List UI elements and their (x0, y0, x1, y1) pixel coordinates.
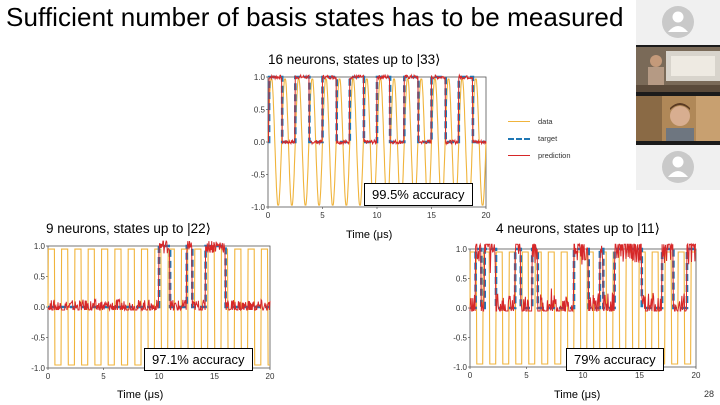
y-tick-label: 1.0 (34, 242, 46, 251)
x-tick-label: 5 (101, 372, 106, 381)
page-number: 28 (703, 389, 714, 399)
x-tick-label: 5 (524, 371, 529, 380)
chart-3-subtitle: 4 neurons, states up to |11⟩ (496, 221, 660, 236)
x-tick-label: 15 (635, 371, 644, 380)
y-tick-label: 0.5 (456, 275, 468, 284)
y-tick-label: 0.5 (34, 273, 46, 282)
legend-swatch-target (508, 137, 530, 140)
y-tick-label: -0.5 (31, 334, 45, 343)
participant-avatar-2[interactable] (636, 145, 720, 190)
chart-2-xlabel: Time (μs) (117, 389, 164, 401)
chart-2-subtitle: 9 neurons, states up to |22⟩ (46, 221, 211, 236)
legend-swatch-prediction (508, 155, 530, 156)
chart-1-xlabel: Time (μs) (346, 229, 393, 241)
participant-avatar-1[interactable] (636, 0, 720, 45)
x-tick-label: 10 (373, 211, 382, 220)
y-tick-label: 0.0 (34, 303, 46, 312)
x-tick-label: 20 (692, 371, 701, 380)
y-tick-label: 1.0 (456, 245, 468, 254)
chart-2-accuracy-box: 97.1% accuracy (144, 348, 253, 371)
participant-video-2[interactable] (636, 96, 720, 141)
chart-3-accuracy-box: 79% accuracy (566, 348, 664, 371)
legend-item-target: target (508, 130, 571, 147)
y-tick-label: -1.0 (251, 203, 265, 212)
x-tick-label: 10 (155, 372, 164, 381)
chart-3-xlabel: Time (μs) (554, 389, 601, 401)
y-tick-label: -1.0 (31, 364, 45, 373)
presenter-video-icon (636, 47, 720, 92)
series-prediction-line (469, 242, 696, 313)
legend-swatch-data (508, 121, 530, 122)
y-tick-label: -1.0 (453, 363, 467, 372)
x-tick-label: 0 (266, 211, 271, 220)
legend-label-prediction: prediction (538, 151, 571, 160)
y-tick-label: 0.5 (254, 106, 266, 115)
chart-1-accuracy-box: 99.5% accuracy (364, 183, 473, 206)
participant-video-icon (636, 96, 720, 141)
legend-item-prediction: prediction (508, 147, 571, 164)
y-tick-label: 0.0 (254, 138, 266, 147)
y-tick-label: -0.5 (251, 171, 265, 180)
x-tick-label: 10 (579, 371, 588, 380)
legend-label-data: data (538, 117, 553, 126)
chart-legend: data target prediction (508, 113, 571, 164)
x-tick-label: 0 (468, 371, 473, 380)
chart-3-svg: 1.0 0.5 0.0 -0.5 -1.00 5 10 15 20 (453, 242, 701, 380)
user-avatar-icon (662, 151, 694, 183)
y-tick-label: 1.0 (254, 73, 266, 82)
chart-3-plot: 1.0 0.5 0.0 -0.5 -1.0 0 5 10 15 20 (452, 242, 702, 381)
participant-video-presenter[interactable] (636, 47, 720, 92)
x-tick-label: 5 (320, 211, 325, 220)
y-tick-label: -0.5 (453, 334, 467, 343)
x-tick-label: 20 (266, 372, 275, 381)
series-prediction-line (47, 239, 271, 312)
x-tick-label: 0 (46, 372, 51, 381)
user-avatar-icon (662, 6, 694, 38)
x-tick-label: 15 (427, 211, 436, 220)
slide-title: Sufficient number of basis states has to… (6, 2, 624, 32)
x-tick-label: 20 (482, 211, 491, 220)
x-tick-label: 15 (210, 372, 219, 381)
video-call-panel (636, 0, 720, 190)
legend-item-data: data (508, 113, 571, 130)
y-tick-label: 0.0 (456, 304, 468, 313)
series-prediction-line (267, 73, 487, 146)
legend-label-target: target (538, 134, 558, 143)
chart-1-subtitle: 16 neurons, states up to |33⟩ (268, 52, 441, 67)
